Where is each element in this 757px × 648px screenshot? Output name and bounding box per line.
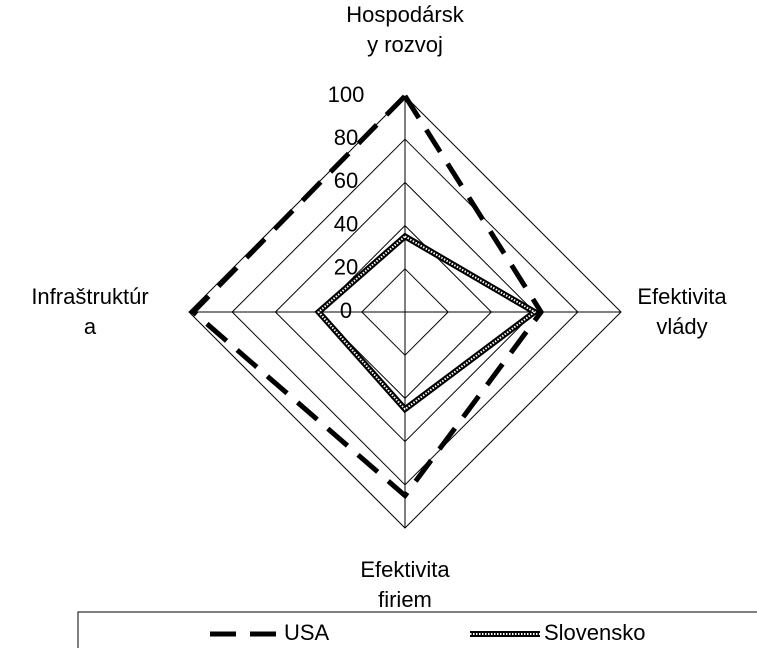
r-tick-label: 60	[334, 168, 358, 193]
r-tick-label: 0	[340, 298, 352, 323]
category-label: Efektivita firiem	[360, 557, 450, 612]
series-hatch	[317, 235, 537, 411]
legend-label: Slovensko	[544, 620, 646, 645]
r-tick-label: 100	[328, 82, 365, 107]
category-label: Efektivita vlády	[637, 284, 727, 339]
legend-box	[77, 611, 757, 648]
r-tick-label: 40	[334, 211, 358, 236]
legend-label: USA	[284, 620, 330, 645]
category-label: Infraštruktúra	[31, 284, 149, 339]
series-line	[189, 91, 545, 500]
r-tick-label: 20	[334, 255, 358, 280]
r-tick-label: 80	[334, 125, 358, 150]
category-label: Hospodársky rozvoj	[346, 2, 464, 57]
